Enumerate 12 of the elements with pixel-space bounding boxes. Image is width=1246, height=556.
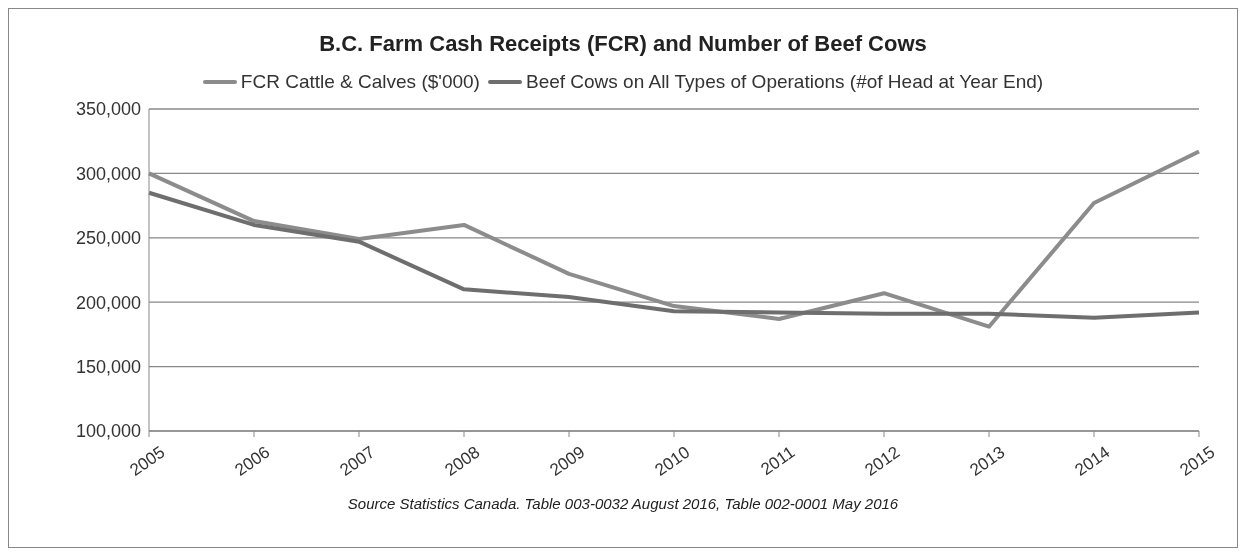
y-tick-label: 250,000 — [75, 228, 141, 249]
y-tick-label: 200,000 — [75, 292, 141, 313]
source-note: Source Statistics Canada. Table 003-0032 August 2016, Table 002-0001 May 2016 — [346, 495, 900, 512]
legend-label: FCR Cattle & Calves ($'000) — [239, 71, 480, 93]
y-tick-label: 300,000 — [75, 163, 141, 184]
x-tick-label: 2011 — [757, 442, 799, 480]
line-series — [147, 190, 1201, 320]
chart-title: B.C. Farm Cash Receipts (FCR) and Number of Beef Cows — [318, 31, 928, 57]
y-tick-label: 100,000 — [75, 421, 141, 442]
y-tick-label: 150,000 — [75, 356, 141, 377]
legend-label: Beef Cows on All Types of Operations (#of Head at Year End) — [524, 71, 1044, 93]
y-tick-label: 350,000 — [75, 99, 141, 120]
